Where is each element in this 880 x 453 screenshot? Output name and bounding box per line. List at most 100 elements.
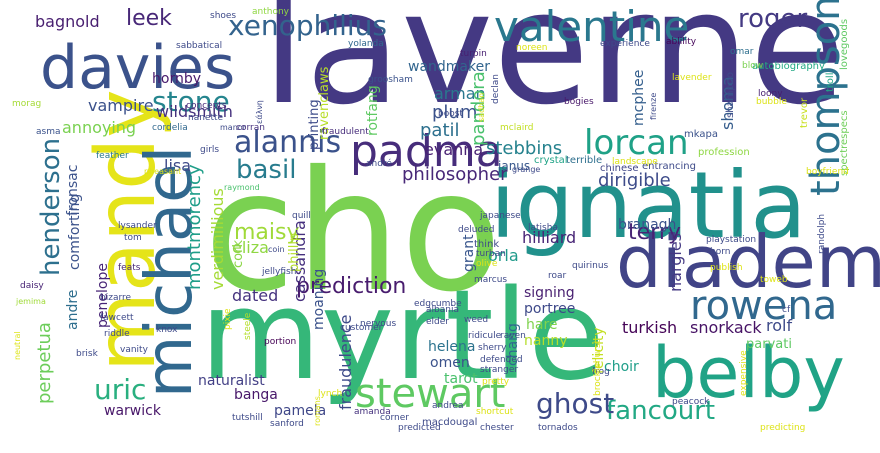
word: declan [491,74,501,104]
word: lovegoods [839,18,850,70]
word: lynch [318,389,343,399]
word: predicting [760,423,806,433]
word: olive [476,259,498,269]
word: alannis [234,125,342,160]
word: amanda [354,407,391,417]
word: daisy [20,281,44,291]
word: autobiography [752,61,825,72]
word: stone [152,85,230,118]
word: hare [526,317,558,333]
word: defended [480,355,523,365]
word: padma [350,126,503,177]
word: lysander [118,221,157,231]
word: feather [96,151,129,161]
word: concepts [186,101,227,111]
word: tarot [444,371,478,387]
word: marcus [474,275,508,285]
word: uric [94,373,147,406]
word: corran [236,123,265,133]
word: plum [432,102,478,123]
word: vanity [120,345,148,355]
word: montmorency [184,164,205,290]
word: raven [500,331,526,341]
word: quill [292,211,311,221]
word: signing [524,285,575,301]
word: sanford [270,419,304,429]
word: mclaird [500,123,534,133]
word: macdougal [422,417,478,428]
word: edgcumbe [414,299,462,309]
word: banga [234,387,278,403]
word: blow [742,61,764,71]
word: hilliard [522,228,577,247]
word: quirinus [572,261,609,271]
word: stranger [480,365,519,375]
word: omen [430,355,470,371]
word: publish [710,263,743,273]
word: cordelia [152,123,188,133]
word: randolph [817,213,827,254]
word: steele [243,312,253,340]
word: verdimillious [208,188,227,290]
word: latisha [528,223,558,233]
word: roger [738,4,808,34]
word: branagh [618,217,677,233]
word: horn [710,247,731,257]
word: predicted [398,423,441,433]
word: fawcett [100,313,134,323]
word: weed [464,315,489,325]
word: neutral [13,331,22,360]
word: cho [204,136,503,329]
word: nanette [188,113,224,123]
word: sabbatical [176,41,223,51]
word: andré [366,159,392,169]
word: think [474,239,500,250]
word: ridicule [468,331,502,341]
word: landscape [612,157,658,167]
word: valentine [494,2,690,51]
word: lavender [672,73,712,83]
word: naturalist [198,373,265,389]
word: portion [264,337,297,347]
word: chinese [600,163,639,174]
word: lisa [164,156,192,175]
word: troll [825,72,836,93]
word: arman [434,84,486,103]
word: boost [438,109,463,119]
word: wandmaker [408,59,490,75]
word: crystal [534,155,568,166]
word: terry [628,220,681,245]
word: nargles [666,232,685,292]
word: jemima [16,297,46,306]
word: stebbins [486,138,563,159]
word: shoes [210,11,237,21]
word: pamela [274,403,327,419]
word: fancourt [606,396,716,426]
word: experience [600,39,650,49]
word: annoying [62,118,137,137]
word: fraudulent [322,127,369,137]
word: morag [12,99,42,109]
word: tornados [538,423,578,433]
word: lorcan [584,123,689,163]
word: peacock [672,397,710,407]
word: coin [268,245,285,254]
word: trevor [799,97,810,128]
word: xenophilius [228,9,388,42]
word: perpetua [34,322,55,404]
word: davies [40,33,236,103]
word: brocklehurst [593,339,603,396]
word: orla [488,246,519,265]
word: bagnold [35,12,100,31]
word: firenze [649,92,658,120]
word: snorkack [690,318,762,337]
word: andrea [432,401,464,411]
word: pheasant [144,167,182,176]
word: maisy [234,220,300,245]
word: rowena [690,283,838,329]
word: terrible [566,155,603,166]
word: knox [156,325,178,335]
word: vampire [88,96,154,115]
word: rolf [766,316,793,335]
word: roar [548,271,567,281]
